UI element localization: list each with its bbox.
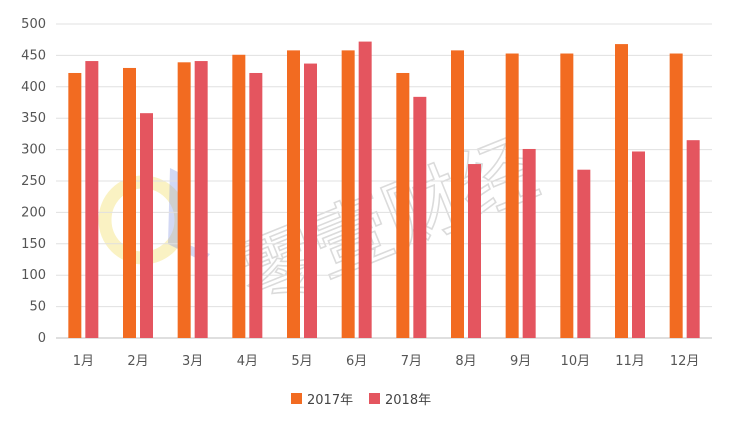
gridlines: [56, 23, 712, 339]
bar-series1: [232, 54, 246, 338]
bar-series1: [451, 50, 464, 338]
y-tick-label: 0: [38, 331, 46, 346]
legend-label: 2017年: [307, 393, 353, 408]
x-tick-label: 3月: [182, 354, 203, 369]
bar-series2: [140, 113, 153, 339]
bar-series1: [68, 72, 82, 338]
x-tick-label: 12月: [670, 354, 700, 369]
bar-series1: [505, 53, 519, 339]
y-tick-label: 250: [21, 174, 46, 189]
legend-swatch: [369, 393, 380, 404]
x-tick-label: 10月: [561, 354, 591, 369]
y-tick-label: 50: [29, 300, 46, 315]
x-tick-label: 8月: [455, 354, 476, 369]
bar-series1: [615, 44, 628, 338]
bar-series2: [194, 61, 208, 338]
y-tick-label: 200: [21, 205, 46, 220]
bar-series1: [177, 62, 191, 339]
legend: 2017年 2018年: [291, 393, 431, 408]
bar-series2: [249, 72, 263, 338]
bar-series2: [468, 164, 481, 338]
bar-series2: [686, 140, 700, 338]
y-tick-label: 400: [21, 80, 46, 95]
bar-series2: [577, 169, 591, 338]
y-tick-label: 450: [21, 48, 46, 63]
x-tick-label: 1月: [73, 354, 94, 369]
bar-series1: [396, 72, 410, 338]
y-tick-label: 100: [21, 268, 46, 283]
bar-series2: [632, 151, 645, 338]
y-tick-label: 150: [21, 237, 46, 252]
x-tick-label: 7月: [401, 354, 422, 369]
bar-series1: [669, 53, 683, 339]
bar-series2: [304, 63, 317, 339]
bar-series2: [413, 96, 427, 339]
bar-series2: [522, 148, 536, 338]
bar-series2: [85, 61, 99, 338]
legend-label: 2018年: [385, 393, 431, 408]
y-tick-label: 500: [21, 17, 46, 32]
x-tick-label: 11月: [615, 354, 645, 369]
x-tick-label: 2月: [127, 354, 148, 369]
bars: [68, 41, 700, 339]
y-tick-label: 300: [21, 143, 46, 158]
bar-series2: [358, 41, 372, 339]
x-tick-label: 4月: [237, 354, 258, 369]
x-tick-label: 6月: [346, 354, 367, 369]
x-tick-label: 5月: [291, 354, 312, 369]
y-tick-label: 350: [21, 111, 46, 126]
watermark: 零壹财经: [98, 123, 550, 325]
bar-series1: [287, 50, 300, 338]
watermark-text: 零壹财经: [227, 123, 550, 323]
bar-series1: [341, 50, 355, 338]
legend-swatch: [291, 393, 302, 404]
axes: 0 50 100 150 200 250 300 350 400 450 500 1月 2月 3月 4月 5月…: [21, 17, 699, 369]
bar-series1: [123, 67, 136, 339]
bar-series1: [560, 53, 574, 339]
x-tick-label: 9月: [510, 354, 531, 369]
